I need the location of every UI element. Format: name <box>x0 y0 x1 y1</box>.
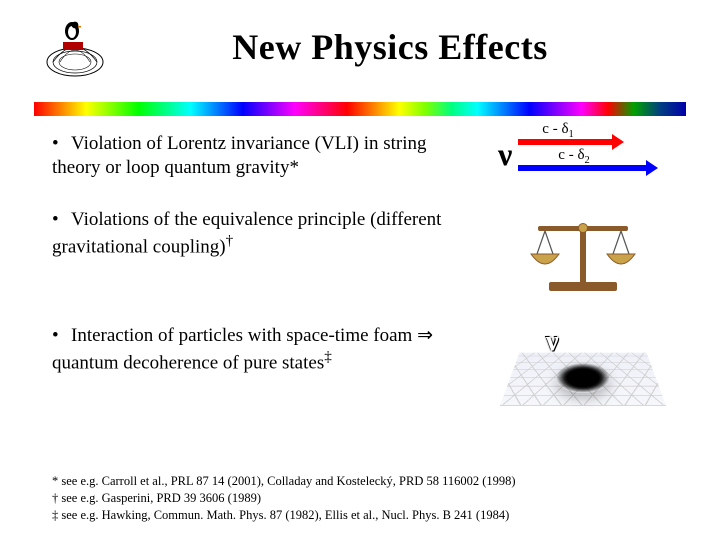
bullet-1-text: •Violation of Lorentz invariance (VLI) i… <box>52 132 498 180</box>
arrow-red-label: c - δ1 <box>542 121 573 140</box>
bullet-1-marker: * <box>289 157 299 178</box>
foam-nu-symbol: ν <box>546 326 559 358</box>
slide-title: New Physics Effects <box>112 26 668 68</box>
footnote-star: * see e.g. Carroll et al., PRL 87 14 (20… <box>52 473 668 490</box>
bullet-3-marker: ‡ <box>324 348 332 365</box>
bullet-3-content: Interaction of particles with space-time… <box>52 325 433 374</box>
bullet-2-text: •Violations of the equivalence principle… <box>52 208 498 260</box>
footnotes: * see e.g. Carroll et al., PRL 87 14 (20… <box>52 473 668 524</box>
footnote-ddagger: ‡ see e.g. Hawking, Commun. Math. Phys. … <box>52 507 668 524</box>
bullet-2-content: Violations of the equivalence principle … <box>52 209 441 258</box>
bullet-row-3: •Interaction of particles with space-tim… <box>52 324 668 416</box>
bullet-row-2: •Violations of the equivalence principle… <box>52 208 668 296</box>
spectrum-bar <box>34 102 686 116</box>
arrow-blue-wrap: c - δ2 <box>518 165 648 171</box>
logo-icecube <box>38 14 112 88</box>
arrow-red-wrap: c - δ1 <box>518 139 648 145</box>
spectrum-divider <box>34 102 686 116</box>
figure-nu-arrows: ν c - δ1 c - δ2 <box>498 132 668 173</box>
arrow-blue-label: c - δ2 <box>558 147 589 166</box>
foam-hole <box>556 363 610 393</box>
bullet-1-content: Violation of Lorentz invariance (VLI) in… <box>52 133 427 178</box>
figure-balance-scale <box>498 208 668 296</box>
arrow-red <box>518 139 614 145</box>
balance-scale-icon <box>523 208 643 296</box>
footnote-dagger: † see e.g. Gasperini, PRD 39 3606 (1989) <box>52 490 668 507</box>
figure-spacetime-foam: ν <box>498 324 668 416</box>
bullet-row-1: •Violation of Lorentz invariance (VLI) i… <box>52 132 668 180</box>
bullet-3-text: •Interaction of particles with space-tim… <box>52 324 498 376</box>
foam-graphic: ν <box>508 324 658 416</box>
slide-root: New Physics Effects •Violation of Lorent… <box>0 0 720 540</box>
arrow-blue <box>518 165 648 171</box>
bullet-2-marker: † <box>226 232 234 249</box>
slide-body: •Violation of Lorentz invariance (VLI) i… <box>52 132 668 480</box>
nu-symbol: ν <box>498 136 512 173</box>
